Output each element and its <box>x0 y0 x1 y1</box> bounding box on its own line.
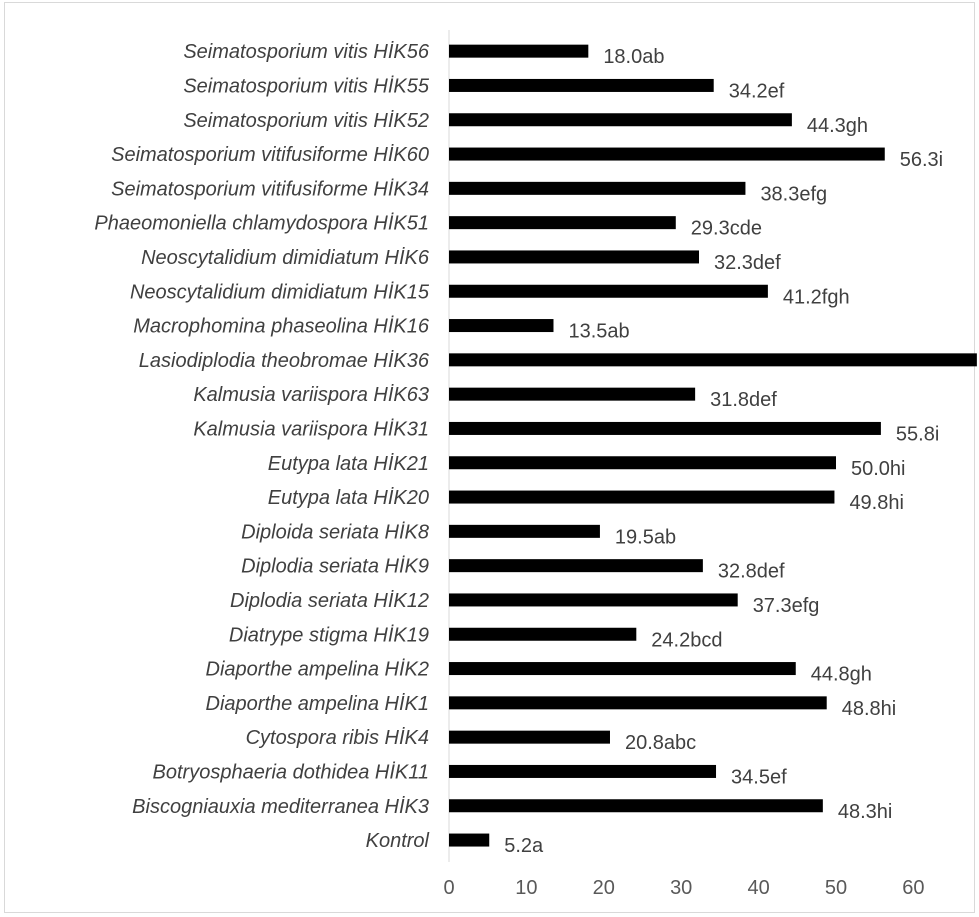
data-label: 19.5ab <box>615 526 676 548</box>
data-label: 29.3cde <box>691 218 762 240</box>
bar <box>449 456 836 470</box>
category-label: Lasiodiplodia theobromae HİK36 <box>139 350 430 372</box>
x-tick-label: 50 <box>825 877 847 899</box>
data-label: 48.3hi <box>838 801 893 823</box>
data-label: 55.8i <box>896 423 939 445</box>
x-tick-labels: 01020304050607080 <box>443 877 924 899</box>
data-label: 34.5ef <box>731 766 787 788</box>
data-label: 44.8gh <box>811 664 872 686</box>
category-label: Seimatosporium vitifusiforme HİK34 <box>111 178 429 200</box>
bar <box>449 78 714 92</box>
bar <box>449 559 703 573</box>
bar <box>449 764 717 778</box>
data-label: 32.3def <box>714 252 781 274</box>
category-label: Diploida seriata HİK8 <box>241 521 429 543</box>
x-tick-label: 30 <box>670 877 692 899</box>
x-tick-label: 10 <box>515 877 537 899</box>
data-labels: 18.0ab 34.2ef 44.3gh 56.3i 38.3efg 29.3cde 32.… <box>504 46 943 857</box>
bar <box>449 730 610 744</box>
bar <box>449 593 738 607</box>
x-tick-label: 40 <box>747 877 769 899</box>
bar <box>449 216 676 230</box>
data-label: 18.0ab <box>603 46 664 68</box>
category-label: Eutypa lata HİK20 <box>268 487 429 509</box>
category-label: Diaporthe ampelina HİK2 <box>206 659 429 681</box>
data-label: 5.2a <box>504 835 544 857</box>
category-label: Kalmusia variispora HİK31 <box>193 418 429 440</box>
data-label: 32.8def <box>718 561 785 583</box>
category-label: Diplodia seriata HİK12 <box>230 590 429 612</box>
x-tick-label: 20 <box>593 877 615 899</box>
data-label: 37.3efg <box>753 595 820 617</box>
data-label: 50.0hi <box>851 458 906 480</box>
category-label: Macrophomina phaseolina HİK16 <box>133 316 430 338</box>
category-label: Neoscytalidium dimidiatum HİK15 <box>130 281 430 303</box>
category-label: Seimatosporium vitis HİK56 <box>183 41 430 63</box>
category-label: Biscogniauxia mediterranea HİK3 <box>132 796 429 818</box>
bar <box>449 524 600 538</box>
bar <box>449 662 796 676</box>
category-label: Kontrol <box>366 830 430 852</box>
data-label: 31.8def <box>710 389 777 411</box>
category-label: Cytospora ribis HİK4 <box>246 727 429 749</box>
category-label: Seimatosporium vitifusiforme HİK60 <box>111 144 429 166</box>
bar <box>449 696 827 710</box>
bar <box>449 387 696 401</box>
category-label: Seimatosporium vitis HİK55 <box>183 75 430 97</box>
data-label: 34.2ef <box>729 80 785 102</box>
bar <box>449 421 881 435</box>
data-label: 49.8hi <box>849 492 904 514</box>
data-label: 56.3i <box>900 149 943 171</box>
data-label: 20.8abc <box>625 732 696 754</box>
data-label: 38.3efg <box>760 183 827 205</box>
bar <box>449 147 885 161</box>
bar <box>449 250 700 264</box>
bar <box>449 353 977 367</box>
category-label: Diplodia seriata HİK9 <box>241 556 429 578</box>
bar <box>449 490 835 504</box>
category-label: Diatrype stigma HİK19 <box>229 624 429 646</box>
bar <box>449 627 637 641</box>
bar <box>449 284 768 298</box>
category-label: Diaporthe ampelina HİK1 <box>206 693 429 715</box>
bar <box>449 44 589 58</box>
data-label: 41.2fgh <box>783 286 850 308</box>
bar <box>449 833 490 847</box>
data-label: 48.8hi <box>842 698 897 720</box>
x-tick-label: 0 <box>443 877 454 899</box>
category-label: Seimatosporium vitis HİK52 <box>183 110 429 132</box>
category-label: Kalmusia variispora HİK63 <box>193 384 429 406</box>
bar <box>449 113 792 127</box>
x-tick-label: 60 <box>902 877 924 899</box>
bars <box>449 44 977 847</box>
bar <box>449 181 746 195</box>
bar <box>449 799 823 813</box>
bar <box>449 319 554 333</box>
category-label: Phaeomoniella chlamydospora HİK51 <box>94 213 429 235</box>
category-label: Botryosphaeria dothidea HİK11 <box>153 761 429 783</box>
data-label: 24.2bcd <box>651 629 722 651</box>
data-label: 44.3gh <box>807 115 868 137</box>
category-label: Eutypa lata HİK21 <box>268 453 429 475</box>
category-label: Neoscytalidium dimidiatum HİK6 <box>141 247 430 269</box>
data-label: 13.5ab <box>568 321 629 343</box>
category-labels: Seimatosporium vitis HİK56 Seimatosporium… <box>94 41 430 852</box>
